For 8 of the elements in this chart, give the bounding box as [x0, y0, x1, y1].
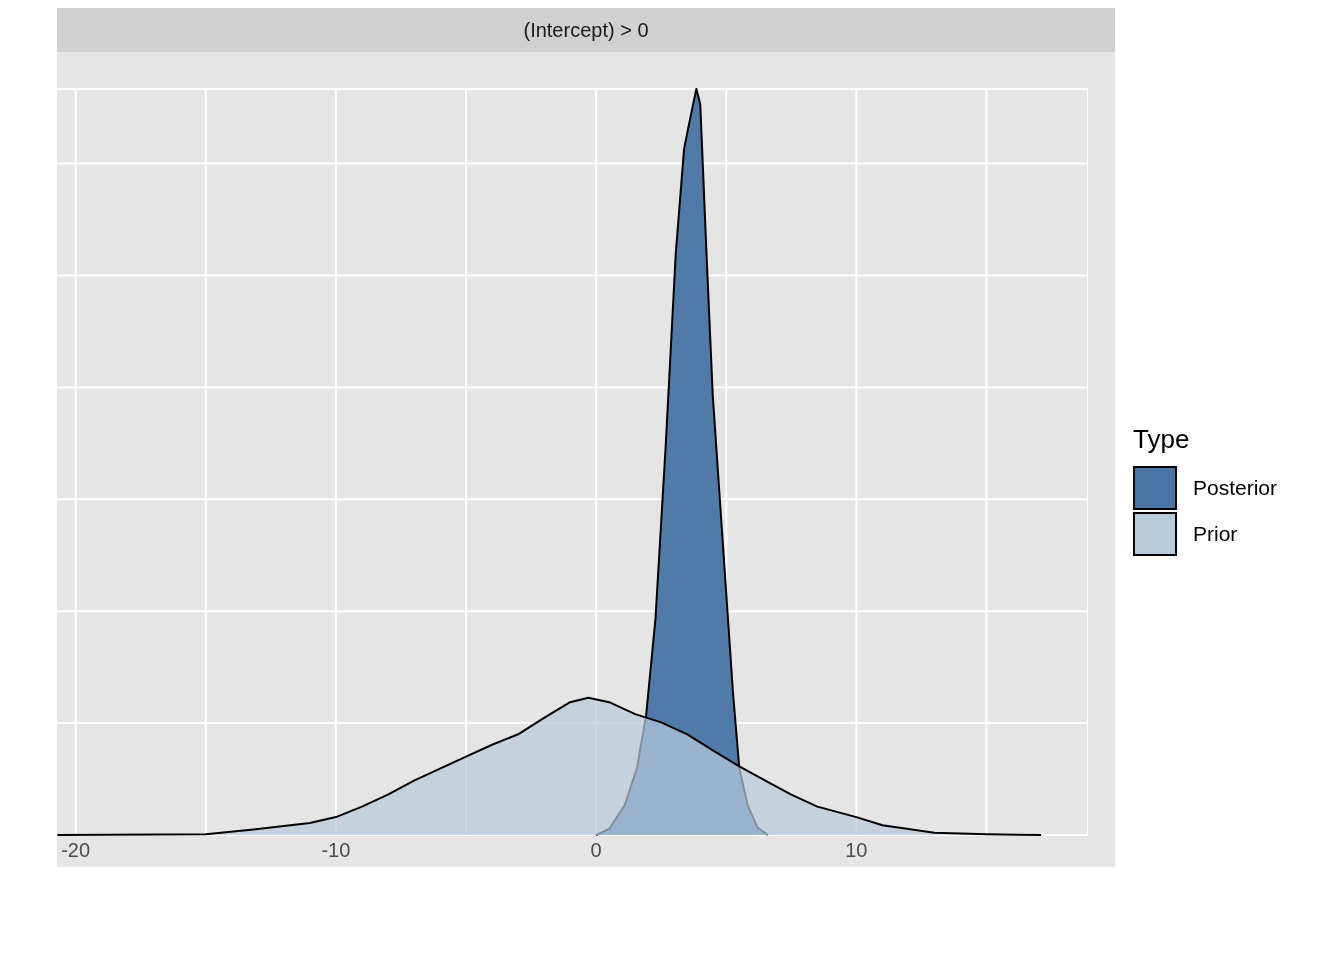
- legend-label: Posterior: [1193, 475, 1278, 500]
- x-tick-label: -10: [321, 839, 351, 862]
- x-tick-label: 0: [590, 839, 602, 862]
- x-tick-label: -20: [61, 839, 91, 862]
- legend-title: Type: [1133, 423, 1191, 455]
- x-tick-label: 10: [845, 839, 868, 862]
- chart-title: (Intercept) > 0: [57, 8, 1115, 52]
- legend-label: Prior: [1193, 521, 1238, 546]
